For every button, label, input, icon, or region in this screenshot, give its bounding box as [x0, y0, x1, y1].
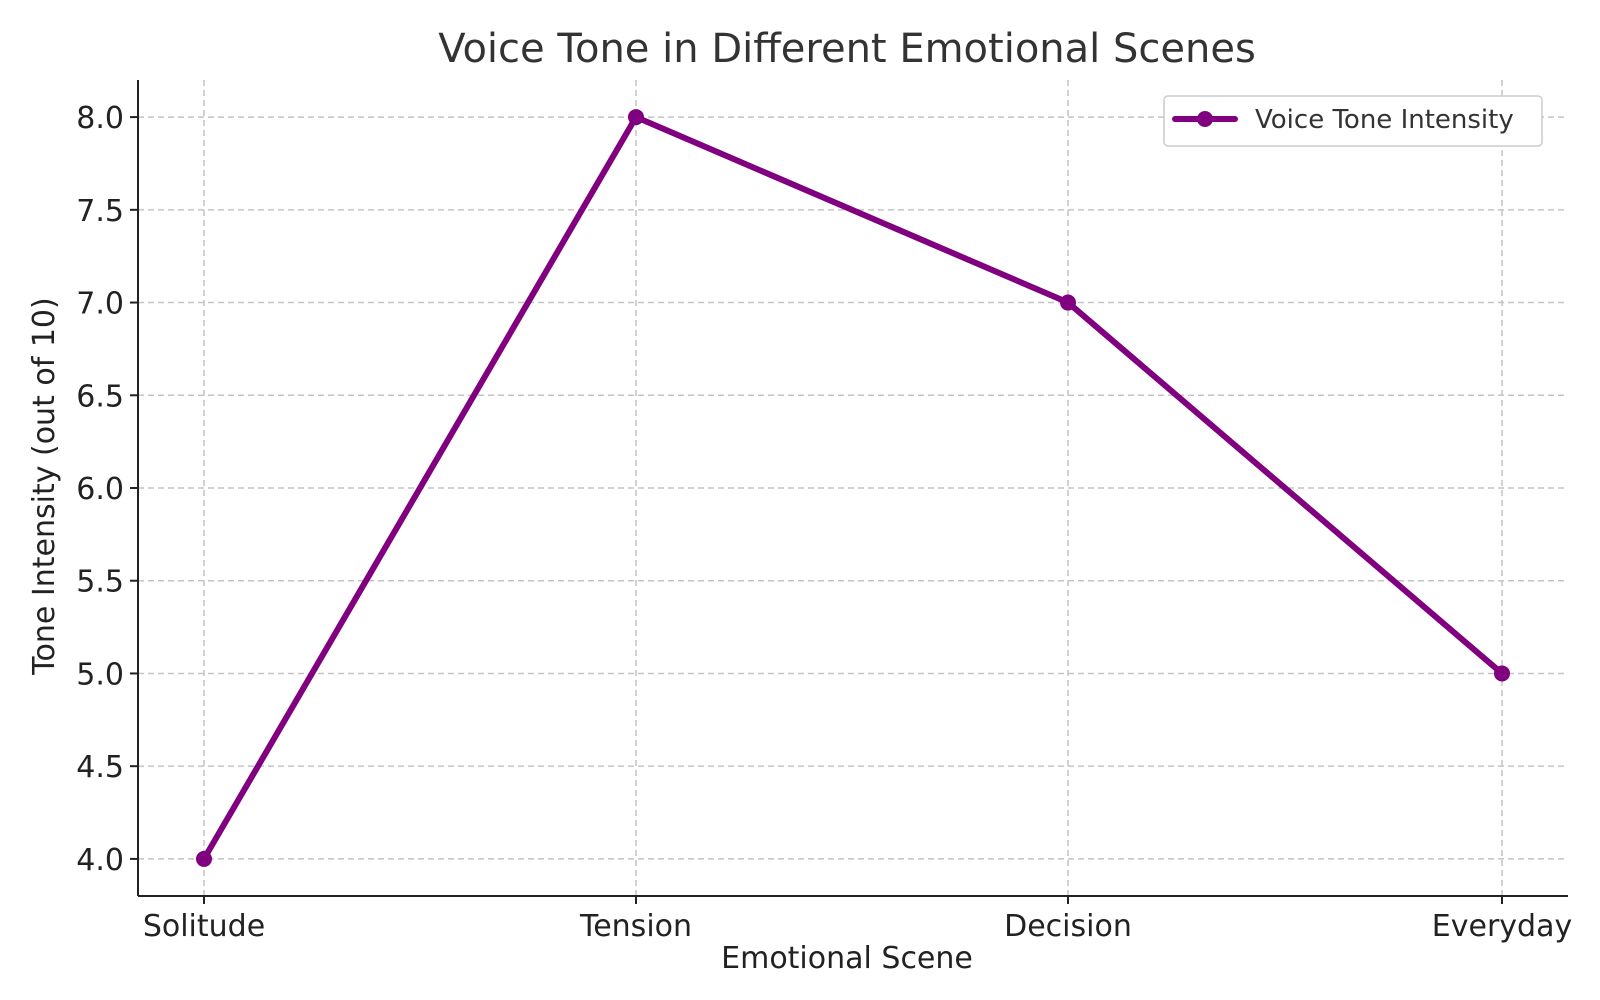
y-tick-label: 7.5 [76, 194, 124, 229]
x-tick-label: Solitude [143, 909, 265, 944]
y-tick-label: 6.0 [76, 472, 124, 507]
x-tick-label: Everyday [1432, 909, 1572, 944]
legend-box [1163, 95, 1543, 147]
y-tick-label: 4.0 [76, 843, 124, 878]
legend-label: Voice Tone Intensity [1255, 105, 1514, 135]
x-axis-label: Emotional Scene [721, 941, 973, 976]
x-tick-label: Decision [1004, 909, 1132, 944]
legend: Voice Tone Intensity [1163, 95, 1543, 147]
x-tick-label: Tension [579, 909, 692, 944]
y-tick-label: 6.5 [76, 379, 124, 414]
series-layer [196, 109, 1510, 867]
y-tick-label: 5.0 [76, 657, 124, 692]
chart-title: Voice Tone in Different Emotional Scenes [438, 26, 1256, 72]
grid [138, 80, 1568, 896]
data-point [1060, 294, 1076, 311]
tick-labels: 4.0 4.5 5.0 5.5 6.0 6.5 7.0 7.5 8.0 Solitude Tensi… [76, 101, 1572, 944]
y-tick-label: 8.0 [76, 101, 124, 136]
y-tick-label: 4.5 [76, 750, 124, 785]
data-point [1494, 665, 1510, 682]
data-point [628, 109, 644, 126]
series-line [201, 114, 1505, 862]
legend-marker-swatch [1197, 111, 1213, 127]
y-axis-label: Tone Intensity (out of 10) [27, 297, 62, 675]
data-point [196, 850, 212, 867]
y-tick-label: 5.5 [76, 565, 124, 600]
y-tick-label: 7.0 [76, 287, 124, 322]
axes [130, 80, 1568, 904]
